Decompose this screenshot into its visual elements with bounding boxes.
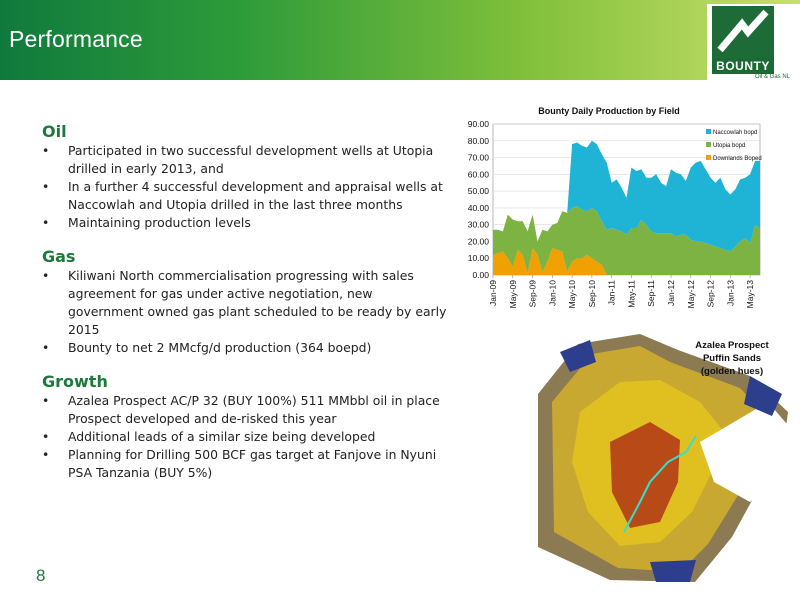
seismic-map [500,332,800,590]
series-area-1 [493,206,760,275]
legend-swatch [706,155,711,160]
bullet-item: • Additional leads of a similar size bein… [42,428,452,446]
y-tick-label: 30.00 [468,220,490,230]
x-tick-label: Sep-12 [706,280,716,308]
bullet-text: In a further 4 successful development an… [68,179,443,212]
logo-name: BOUNTY [712,58,774,74]
y-tick-label: 40.00 [468,203,490,213]
bullet-marker: • [42,393,50,408]
bullet-text: Planning for Drilling 500 BCF gas target… [68,447,437,480]
series-area-0 [493,248,760,275]
production-chart: Bounty Daily Production by Field 0.00 10.… [438,103,780,333]
x-tick-label: Sep-09 [528,280,538,308]
section-heading: Oil [42,122,67,141]
chart-canvas: 0.00 10.00 20.00 30.00 40.00 50.00 60.00 70.00 8… [468,119,762,309]
bullet-text: Additional leads of a similar size being… [68,429,376,444]
bullet-text: Azalea Prospect AC/P 32 (BUY 100%) 511 M… [68,393,440,426]
bullet-item: • Maintaining production levels [42,214,452,232]
y-tick-label: 50.00 [468,186,490,196]
y-tick-label: 60.00 [468,169,490,179]
x-tick-label: Jan-09 [488,280,498,306]
bullet-marker: • [42,447,50,462]
y-tick-label: 10.00 [468,253,490,263]
slide-title: Performance [9,26,143,52]
x-tick-label: May-11 [626,280,636,308]
series-area-2 [493,140,760,252]
bullet-list: • Participated in two successful developm… [42,142,452,232]
section-heading: Gas [42,247,76,266]
legend-swatch [706,129,711,134]
y-tick-label: 80.00 [468,136,490,146]
content-body: Oil • Participated in two successful deve… [42,122,452,482]
logo-mark-icon [712,6,774,58]
legend-label: Utopia bopd [713,143,745,149]
section-heading: Growth [42,372,108,391]
y-tick-label: 70.00 [468,153,490,163]
logo-subtitle: Oil & Gas NL [755,74,791,80]
bullet-list: • Kiliwani North commercialisation progre… [42,267,452,357]
bullet-item: • Bounty to net 2 MMcfg/d production (364… [42,339,452,357]
x-tick-label: Jan-13 [725,280,735,306]
section-oil: Oil • Participated in two successful deve… [42,122,452,232]
page-number: 8 [36,566,46,585]
y-tick-label: 0.00 [472,270,489,280]
x-tick-label: Sep-10 [587,280,597,308]
company-logo: BOUNTY Oil & Gas NL [707,4,800,80]
y-tick-label: 90.00 [468,119,490,129]
x-tick-label: May-13 [745,280,755,309]
bullet-item: • Participated in two successful developm… [42,142,452,178]
seismic-map-image-icon [538,334,792,582]
section-growth: Growth • Azalea Prospect AC/P 32 (BUY 100… [42,372,452,482]
x-tick-label: Jan-10 [547,280,557,306]
map-caption-line: Puffin Sands [702,353,762,364]
header-banner: Performance BOUNTY Oil & Gas NL [0,0,800,80]
bullet-item: • Planning for Drilling 500 BCF gas targe… [42,446,452,482]
map-caption: Azalea Prospect Puffin Sands (golden hue… [682,339,782,378]
bullet-item: • Azalea Prospect AC/P 32 (BUY 100%) 511 … [42,392,452,428]
bullet-item: • Kiliwani North commercialisation progre… [42,267,452,339]
bullet-text: Kiliwani North commercialisation progres… [68,268,447,337]
map-caption-line: (golden hues) [700,366,764,377]
x-tick-label: Jan-11 [607,280,617,306]
chart-title: Bounty Daily Production by Field [538,106,680,116]
legend-label: Downlands Boped [713,156,762,162]
x-tick-label: Jan-12 [666,280,676,306]
legend-swatch [706,142,711,147]
bullet-marker: • [42,179,50,194]
x-tick-label: May-09 [508,280,518,309]
bullet-marker: • [42,340,50,355]
legend-label: Naccowlah bopd [713,130,757,136]
x-tick-label: Sep-11 [646,280,656,307]
y-tick-label: 20.00 [468,236,490,246]
bullet-list: • Azalea Prospect AC/P 32 (BUY 100%) 511 … [42,392,452,482]
bullet-item: • In a further 4 successful development a… [42,178,452,214]
bullet-text: Maintaining production levels [68,215,251,230]
x-tick-label: May-12 [686,280,696,309]
map-caption-line: Azalea Prospect [695,340,769,351]
bullet-text: Bounty to net 2 MMcfg/d production (364 … [68,340,372,355]
x-tick-label: May-10 [567,280,577,309]
section-gas: Gas • Kiliwani North commercialisation pr… [42,247,452,357]
bullet-text: Participated in two successful developme… [68,143,434,176]
bullet-marker: • [42,268,50,283]
bullet-marker: • [42,215,50,230]
bullet-marker: • [42,143,50,158]
bullet-marker: • [42,429,50,444]
